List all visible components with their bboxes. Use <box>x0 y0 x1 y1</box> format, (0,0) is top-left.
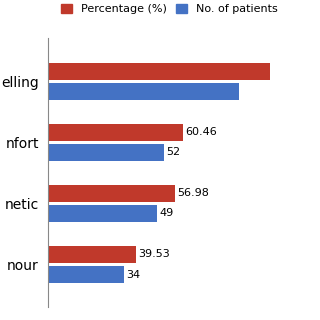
Text: 60.46: 60.46 <box>185 127 217 137</box>
Text: 56.98: 56.98 <box>177 188 209 198</box>
Bar <box>48 266 124 283</box>
Bar <box>48 62 270 80</box>
Bar <box>48 205 157 222</box>
Legend: Percentage (%), No. of patients: Percentage (%), No. of patients <box>61 4 278 14</box>
Text: 52: 52 <box>166 147 180 157</box>
Bar <box>48 246 136 263</box>
Bar <box>48 144 164 161</box>
Bar <box>48 185 175 202</box>
Bar <box>48 83 239 100</box>
Text: 49: 49 <box>160 208 174 219</box>
Text: 39.53: 39.53 <box>139 249 170 259</box>
Text: 34: 34 <box>126 269 140 279</box>
Bar <box>48 124 182 141</box>
